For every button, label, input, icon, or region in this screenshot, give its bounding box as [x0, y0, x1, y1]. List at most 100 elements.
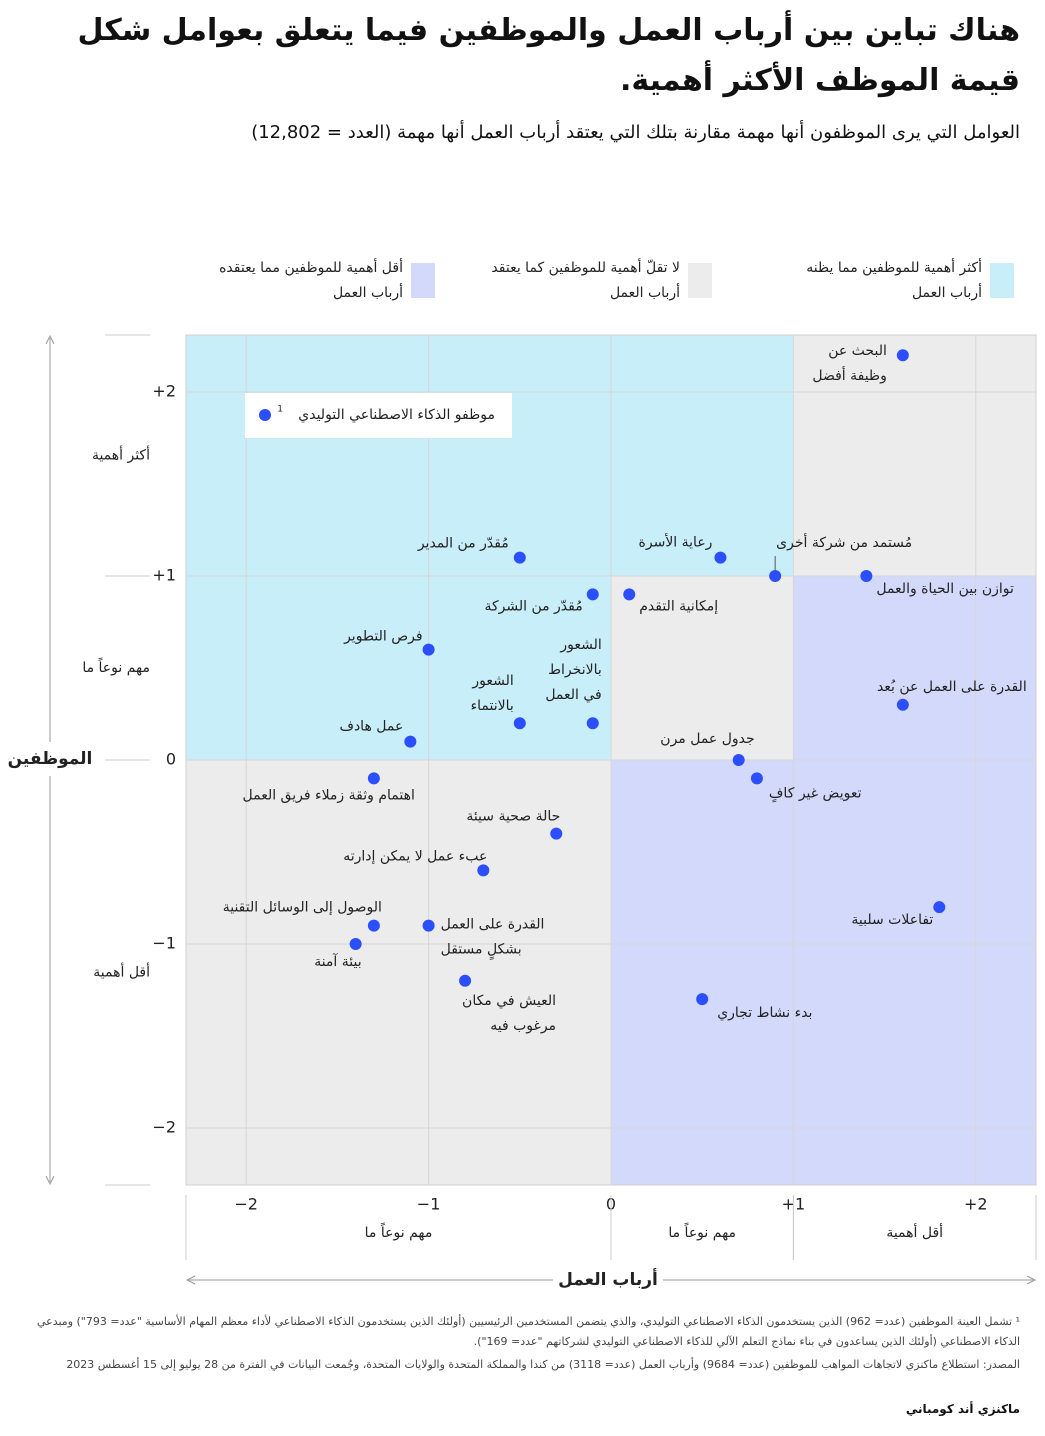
y-axis-title-bg	[8, 742, 94, 776]
point-label: توازن بين الحياة والعمل	[876, 581, 1014, 597]
x-band-label: أقل أهمية	[886, 1223, 943, 1241]
x-axis-title-bg	[553, 1264, 663, 1296]
x-axis-title: أرباب العمل	[558, 1268, 658, 1290]
source: المصدر: استطلاع ماكنزي لاتجاهات المواهب …	[66, 1358, 1020, 1371]
point-label: البحث عن	[828, 343, 887, 359]
point	[513, 551, 526, 564]
y-band-label: أقل أهمية	[93, 963, 150, 981]
series-legend-box	[245, 393, 512, 438]
chart-subtitle: العوامل التي يرى الموظفون أنها مهمة مقار…	[251, 122, 1020, 143]
legend-swatch	[688, 263, 712, 298]
point	[732, 754, 745, 766]
y-axis-arrow-heads	[45, 334, 55, 1186]
point	[459, 974, 472, 987]
legend-label: لا تقلّ أهمية للموظفين كما يعتقد	[491, 258, 680, 276]
point-label: جدول عمل مرن	[660, 731, 754, 747]
point-label: بالانتماء	[471, 698, 514, 714]
point	[367, 772, 380, 785]
y-tick-label: 0	[166, 750, 176, 769]
point	[586, 588, 599, 601]
point	[513, 717, 526, 730]
point	[367, 919, 380, 932]
x-tick-label: −1	[417, 1195, 441, 1214]
point-label: مُقدّر من المدير	[417, 536, 509, 552]
point	[769, 570, 782, 583]
point-label: فرص التطوير	[343, 629, 423, 645]
legend-label: أكثر أهمية للموظفين مما يظنه	[806, 258, 982, 276]
point-label: إمكانية التقدم	[639, 598, 718, 614]
point-label: الشعور	[471, 673, 513, 689]
point	[860, 570, 873, 583]
point-label: عبء عمل لا يمكن إدارته	[343, 848, 487, 864]
x-tick-label: +2	[964, 1195, 988, 1214]
point	[933, 901, 946, 914]
point-label: الوصول إلى الوسائل التقنية	[223, 900, 382, 916]
point-label: القدرة على العمل	[441, 917, 545, 933]
point-label: الشعور	[559, 637, 601, 653]
point	[349, 937, 362, 950]
point	[714, 551, 727, 564]
region	[186, 760, 611, 1185]
legend-label: أقل أهمية للموظفين مما يعتقده	[219, 258, 403, 276]
point-label: مُقدّر من الشركة	[484, 598, 582, 614]
foreground-layer: أكثر أهمية للموظفين مما يظنه أرباب العمل ل…	[82, 258, 1037, 1260]
region	[611, 335, 794, 577]
point	[404, 735, 417, 748]
legend-label: أرباب العمل	[333, 283, 403, 301]
x-tick-label: −2	[234, 1195, 258, 1214]
region	[793, 576, 1036, 760]
footnote: ¹ تشمل العينة الموظفين (عدد= 962) الذين …	[36, 1315, 1020, 1348]
point	[623, 588, 636, 601]
y-tick-label: +2	[152, 382, 176, 401]
point-label: اهتمام وثقة زملاء فريق العمل	[243, 787, 415, 803]
point-label: العيش في مكان	[462, 993, 556, 1009]
point-label: مُستمد من شركة أخرى	[776, 533, 912, 551]
point	[896, 698, 909, 711]
x-band-label: مهم نوعاً ما	[668, 1222, 736, 1241]
point-label: حالة صحية سيئة	[466, 809, 560, 825]
point-label: بيئة آمنة	[314, 953, 361, 970]
point	[422, 919, 435, 932]
point	[750, 772, 763, 785]
legend-label: أرباب العمل	[610, 283, 680, 301]
point	[896, 349, 909, 362]
point-label: في العمل	[545, 687, 601, 703]
region	[793, 335, 1036, 577]
region	[611, 576, 794, 760]
y-axis-title: الموظفين	[8, 749, 93, 769]
point	[422, 643, 435, 656]
background-layer	[185, 334, 1037, 1186]
point	[550, 827, 563, 840]
legend-swatch	[990, 263, 1014, 298]
legend-label: أرباب العمل	[912, 283, 982, 301]
point	[696, 993, 709, 1006]
point-label: رعاية الأسرة	[639, 533, 713, 551]
point-label: بشكلٍ مستقل	[441, 942, 522, 961]
series-legend-note: 1	[277, 405, 283, 415]
y-tick-label: −2	[152, 1117, 176, 1136]
x-band-label: مهم نوعاً ما	[365, 1222, 433, 1241]
point-label: تعويض غير كافٍ	[769, 785, 862, 802]
brand: ماكنزي أند كومباني	[905, 1402, 1020, 1416]
y-tick-label: +1	[152, 566, 176, 585]
y-tick-label: −1	[152, 933, 176, 952]
legend-swatch	[411, 263, 435, 298]
x-axis-arrow-heads	[185, 1275, 1037, 1285]
chart-title: هناك تباين بين أرباب العمل والموظفين فيم…	[77, 13, 1020, 98]
series-legend-dot	[259, 409, 271, 421]
y-band-label: أكثر أهمية	[92, 446, 150, 464]
point-label: القدرة على العمل عن بُعد	[877, 679, 1027, 695]
point-label: تفاعلات سلبية	[851, 912, 933, 928]
point-label: بالانخراط	[548, 662, 602, 678]
region	[611, 760, 1036, 1185]
point-label: مرغوب فيه	[490, 1018, 556, 1034]
point	[477, 864, 490, 877]
point	[586, 717, 599, 730]
point-label: بدء نشاط تجاري	[717, 1005, 812, 1021]
point-label: وظيفة أفضل	[812, 366, 887, 384]
series-legend-label: موظفو الذكاء الاصطناعي التوليدي	[298, 407, 495, 423]
point-label: عمل هادف	[339, 719, 403, 735]
y-band-label: مهم نوعاً ما	[82, 657, 150, 676]
